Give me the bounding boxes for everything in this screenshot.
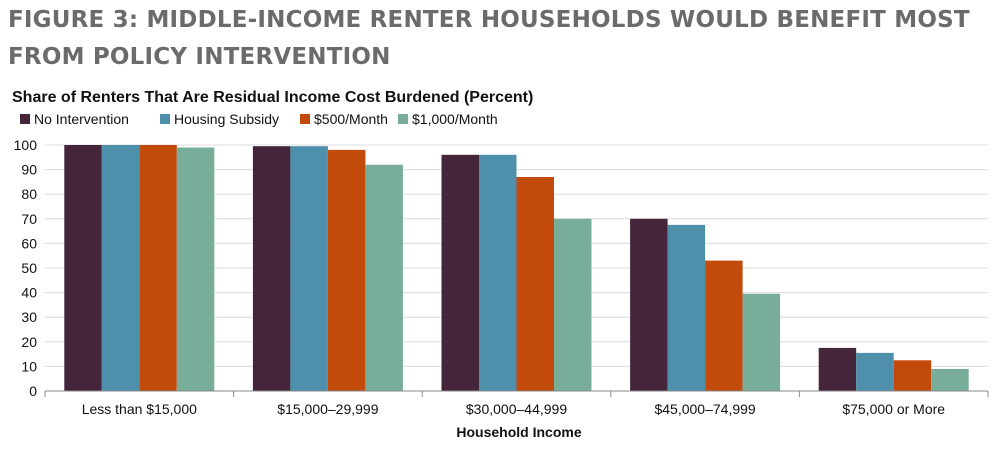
bar (365, 164, 403, 391)
y-tick-label: 40 (21, 285, 37, 301)
legend-label: Housing Subsidy (174, 111, 279, 127)
legend-label: $1,000/Month (412, 111, 498, 127)
legend-swatch (300, 114, 310, 124)
y-tick-label: 60 (21, 235, 37, 251)
y-tick-label: 30 (21, 309, 37, 325)
bar (554, 218, 592, 391)
bar (327, 149, 366, 391)
y-tick-label: 50 (21, 260, 37, 276)
x-axis-title: Household Income (456, 424, 581, 440)
bar (893, 360, 932, 392)
x-tick-label: $15,000–29,999 (277, 401, 378, 417)
y-axis: 0 10 20 30 40 50 60 70 80 90 100 (14, 137, 38, 399)
bar (64, 145, 102, 391)
y-tick-label: 10 (21, 358, 37, 374)
legend-label: No Intervention (34, 111, 129, 127)
x-axis: Less than $15,000 $15,000–29,999 $30,000–4… (44, 390, 989, 417)
bar (139, 145, 177, 391)
legend-swatch (398, 114, 408, 124)
bar (101, 145, 140, 391)
y-tick-label: 100 (14, 137, 38, 153)
bar (290, 146, 328, 391)
bar (856, 352, 894, 391)
x-tick-label: $30,000–44,999 (466, 401, 567, 417)
bar (252, 146, 291, 391)
y-tick-label: 80 (21, 186, 37, 202)
y-tick-label: 20 (21, 334, 37, 350)
bars (64, 145, 969, 392)
bar (742, 293, 781, 391)
bar (667, 224, 706, 391)
bar (479, 154, 517, 391)
legend-label: $500/Month (314, 111, 388, 127)
x-tick-label: Less than $15,000 (82, 401, 197, 417)
x-tick-label: $75,000 or More (842, 401, 945, 417)
bar (630, 218, 668, 391)
bar (441, 154, 479, 391)
y-tick-label: 90 (21, 162, 37, 178)
y-tick-label: 0 (29, 383, 37, 399)
legend: No Intervention Housing Subsidy $500/Month… (20, 111, 498, 127)
legend-swatch (20, 114, 30, 124)
figure-title: FIGURE 3: MIDDLE-INCOME RENTER HOUSEHOLD… (8, 7, 970, 70)
chart-title: Share of Renters That Are Residual Incom… (12, 89, 533, 106)
legend-swatch (160, 114, 170, 124)
y-tick-label: 70 (21, 211, 37, 227)
bar (931, 368, 969, 391)
bar (176, 147, 215, 391)
bar (818, 347, 857, 391)
x-tick-label: $45,000–74,999 (654, 401, 755, 417)
bar (516, 177, 554, 391)
bar (705, 260, 743, 391)
